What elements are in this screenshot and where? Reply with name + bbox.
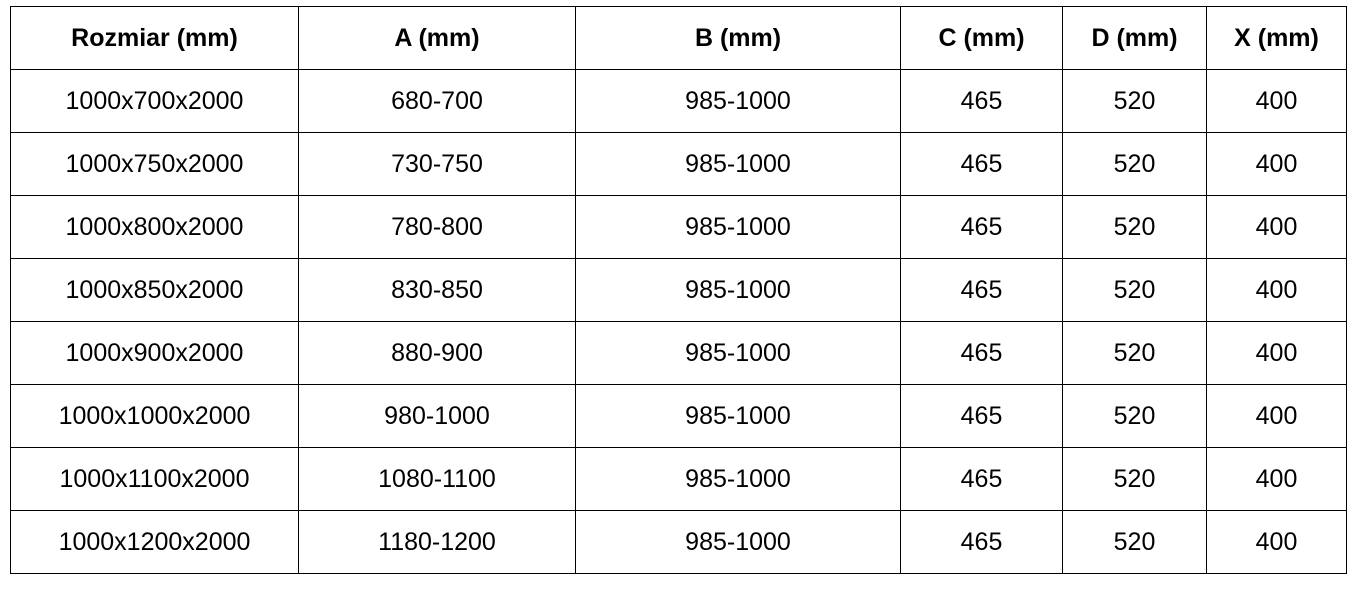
cell-size: 1000x800x2000 bbox=[10, 195, 299, 259]
cell-size: 1000x1000x2000 bbox=[10, 384, 299, 448]
cell-size: 1000x900x2000 bbox=[10, 321, 299, 385]
cell-size: 1000x700x2000 bbox=[10, 69, 299, 133]
cell-a: 1180-1200 bbox=[298, 510, 576, 574]
cell-d: 520 bbox=[1062, 384, 1207, 448]
header-x: X (mm) bbox=[1206, 6, 1347, 70]
table-row: 1000x800x2000 780-800 985-1000 465 520 400 bbox=[10, 195, 1347, 259]
cell-c: 465 bbox=[900, 69, 1063, 133]
cell-d: 520 bbox=[1062, 195, 1207, 259]
cell-c: 465 bbox=[900, 258, 1063, 322]
cell-x: 400 bbox=[1206, 69, 1347, 133]
dimensions-table: Rozmiar (mm) A (mm) B (mm) C (mm) D (mm)… bbox=[10, 6, 1347, 574]
cell-a: 1080-1100 bbox=[298, 447, 576, 511]
cell-x: 400 bbox=[1206, 384, 1347, 448]
cell-size: 1000x750x2000 bbox=[10, 132, 299, 196]
cell-d: 520 bbox=[1062, 132, 1207, 196]
table-row: 1000x750x2000 730-750 985-1000 465 520 400 bbox=[10, 132, 1347, 196]
cell-x: 400 bbox=[1206, 195, 1347, 259]
table-row: 1000x1100x2000 1080-1100 985-1000 465 520 400 bbox=[10, 447, 1347, 511]
cell-size: 1000x850x2000 bbox=[10, 258, 299, 322]
header-c: C (mm) bbox=[900, 6, 1063, 70]
cell-d: 520 bbox=[1062, 321, 1207, 385]
cell-size: 1000x1100x2000 bbox=[10, 447, 299, 511]
cell-b: 985-1000 bbox=[575, 69, 901, 133]
cell-x: 400 bbox=[1206, 321, 1347, 385]
cell-d: 520 bbox=[1062, 258, 1207, 322]
cell-b: 985-1000 bbox=[575, 132, 901, 196]
cell-c: 465 bbox=[900, 132, 1063, 196]
cell-d: 520 bbox=[1062, 510, 1207, 574]
header-b: B (mm) bbox=[575, 6, 901, 70]
table-body: 1000x700x2000 680-700 985-1000 465 520 400 100… bbox=[10, 69, 1347, 574]
cell-size: 1000x1200x2000 bbox=[10, 510, 299, 574]
table-row: 1000x1000x2000 980-1000 985-1000 465 520 400 bbox=[10, 384, 1347, 448]
header-a: A (mm) bbox=[298, 6, 576, 70]
cell-a: 680-700 bbox=[298, 69, 576, 133]
cell-c: 465 bbox=[900, 195, 1063, 259]
cell-d: 520 bbox=[1062, 69, 1207, 133]
cell-b: 985-1000 bbox=[575, 447, 901, 511]
header-d: D (mm) bbox=[1062, 6, 1207, 70]
cell-x: 400 bbox=[1206, 258, 1347, 322]
cell-b: 985-1000 bbox=[575, 384, 901, 448]
cell-x: 400 bbox=[1206, 447, 1347, 511]
cell-b: 985-1000 bbox=[575, 258, 901, 322]
cell-d: 520 bbox=[1062, 447, 1207, 511]
cell-b: 985-1000 bbox=[575, 321, 901, 385]
cell-x: 400 bbox=[1206, 510, 1347, 574]
cell-c: 465 bbox=[900, 447, 1063, 511]
cell-a: 780-800 bbox=[298, 195, 576, 259]
cell-a: 980-1000 bbox=[298, 384, 576, 448]
cell-c: 465 bbox=[900, 510, 1063, 574]
table-row: 1000x1200x2000 1180-1200 985-1000 465 520 400 bbox=[10, 510, 1347, 574]
cell-a: 730-750 bbox=[298, 132, 576, 196]
table-row: 1000x700x2000 680-700 985-1000 465 520 400 bbox=[10, 69, 1347, 133]
table-row: 1000x850x2000 830-850 985-1000 465 520 400 bbox=[10, 258, 1347, 322]
cell-b: 985-1000 bbox=[575, 195, 901, 259]
cell-c: 465 bbox=[900, 384, 1063, 448]
header-row: Rozmiar (mm) A (mm) B (mm) C (mm) D (mm)… bbox=[10, 6, 1347, 70]
cell-c: 465 bbox=[900, 321, 1063, 385]
cell-a: 880-900 bbox=[298, 321, 576, 385]
cell-b: 985-1000 bbox=[575, 510, 901, 574]
cell-x: 400 bbox=[1206, 132, 1347, 196]
header-size: Rozmiar (mm) bbox=[10, 6, 299, 70]
table-row: 1000x900x2000 880-900 985-1000 465 520 400 bbox=[10, 321, 1347, 385]
cell-a: 830-850 bbox=[298, 258, 576, 322]
